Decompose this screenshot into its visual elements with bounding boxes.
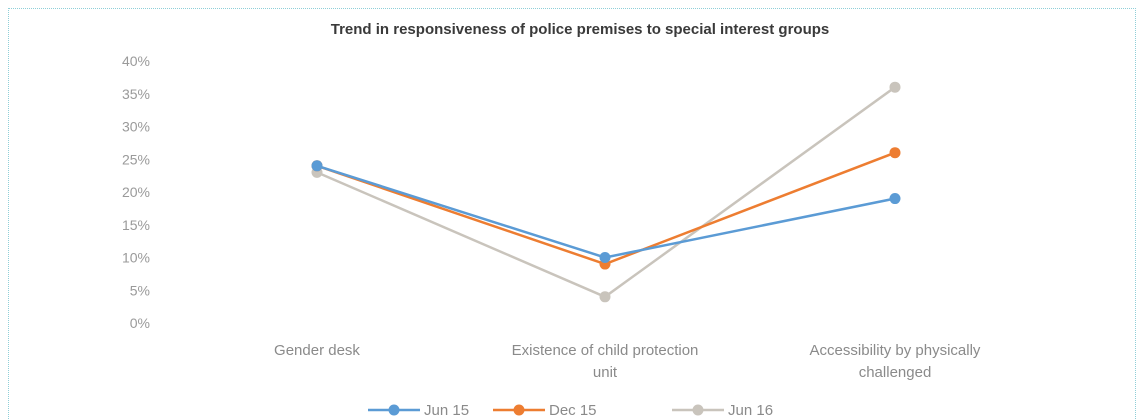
data-point: [889, 81, 901, 93]
legend-marker: [692, 404, 704, 416]
data-point: [311, 160, 323, 172]
y-tick-label: 20%: [122, 184, 150, 200]
data-point: [599, 252, 611, 263]
x-category-label: unit: [593, 364, 618, 381]
y-tick-label: 0%: [130, 315, 150, 331]
x-category-label: challenged: [859, 364, 932, 381]
data-point: [889, 193, 901, 205]
data-point: [599, 291, 611, 303]
x-category-label: Accessibility by physically: [810, 342, 981, 359]
series-lines: [311, 81, 901, 303]
y-tick-label: 25%: [122, 151, 150, 167]
x-axis-categories: Gender desk Existence of child protection…: [274, 342, 981, 381]
y-tick-label: 5%: [130, 282, 150, 298]
chart-title: Trend in responsiveness of police premis…: [331, 21, 830, 38]
y-tick-label: 30%: [122, 119, 150, 135]
series-line: [316, 151, 896, 266]
x-category-label: Gender desk: [274, 342, 360, 359]
legend-marker: [513, 404, 525, 416]
series-line: [316, 164, 896, 259]
legend: Jun 15 Dec 15 Jun 16: [368, 402, 773, 419]
legend-label: Jun 15: [424, 402, 469, 419]
y-tick-label: 35%: [122, 86, 150, 102]
chart-frame: [8, 8, 1136, 419]
y-tick-label: 15%: [122, 217, 150, 233]
x-category-label: Existence of child protection: [512, 342, 699, 359]
y-tick-label: 10%: [122, 250, 150, 266]
legend-marker: [388, 404, 400, 416]
legend-label: Jun 16: [728, 402, 773, 419]
y-axis-ticks: 0% 5% 10% 15% 20% 25% 30% 35% 40%: [122, 53, 150, 331]
y-tick-label: 40%: [122, 53, 150, 69]
data-point: [889, 147, 901, 159]
legend-label: Dec 15: [549, 402, 597, 419]
